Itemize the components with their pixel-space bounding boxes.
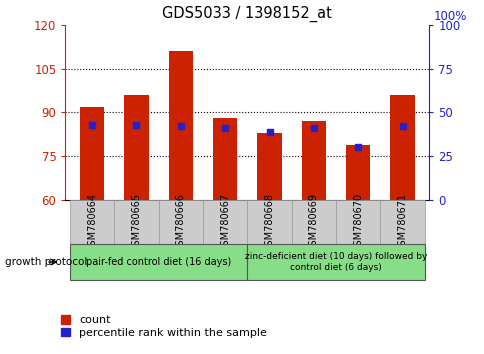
Text: GSM780666: GSM780666: [175, 193, 185, 252]
Text: GSM780667: GSM780667: [220, 193, 230, 252]
Bar: [168, 51, 193, 200]
Text: GSM780671: GSM780671: [397, 193, 407, 252]
Title: GDS5033 / 1398152_at: GDS5033 / 1398152_at: [162, 6, 332, 22]
Bar: [70, 200, 114, 244]
Text: zinc-deficient diet (10 days) followed by
control diet (6 days): zinc-deficient diet (10 days) followed b…: [244, 252, 426, 272]
Text: pair-fed control diet (16 days): pair-fed control diet (16 days): [86, 257, 231, 267]
Bar: [247, 200, 291, 244]
Bar: [203, 200, 247, 244]
Bar: [291, 200, 335, 244]
Bar: [390, 95, 414, 200]
Bar: [346, 144, 370, 200]
Bar: [80, 107, 104, 200]
Text: GSM780669: GSM780669: [308, 193, 318, 252]
Text: GSM780668: GSM780668: [264, 193, 274, 252]
Bar: [158, 200, 203, 244]
Text: growth protocol: growth protocol: [5, 257, 87, 267]
Legend: count, percentile rank within the sample: count, percentile rank within the sample: [61, 315, 266, 338]
Bar: [379, 200, 424, 244]
Bar: [114, 200, 158, 244]
Text: GSM780665: GSM780665: [131, 193, 141, 252]
Bar: [124, 95, 148, 200]
Text: GSM780670: GSM780670: [352, 193, 363, 252]
Bar: [335, 200, 379, 244]
Bar: [247, 244, 424, 280]
Text: GSM780664: GSM780664: [87, 193, 97, 252]
Bar: [212, 118, 237, 200]
Bar: [301, 121, 325, 200]
Text: 100%: 100%: [433, 10, 466, 23]
Bar: [257, 133, 281, 200]
Bar: [70, 244, 247, 280]
